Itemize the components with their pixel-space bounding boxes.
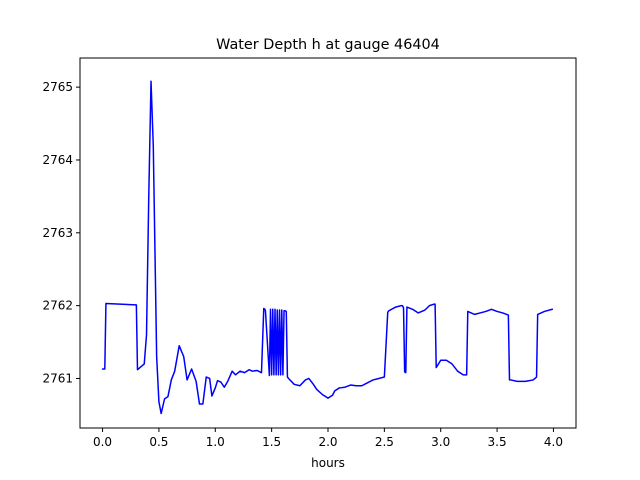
x-tick-label: 3.5 <box>488 435 507 449</box>
x-tick-label: 0.5 <box>149 435 168 449</box>
y-tick-label: 2763 <box>42 226 73 240</box>
y-tick-label: 2761 <box>42 371 73 385</box>
x-tick-label: 1.5 <box>262 435 281 449</box>
x-tick-label: 4.0 <box>544 435 563 449</box>
x-axis-label: hours <box>311 456 345 470</box>
x-tick-label: 0.0 <box>93 435 112 449</box>
x-tick-label: 2.5 <box>375 435 394 449</box>
x-tick-label: 3.0 <box>431 435 450 449</box>
y-tick-label: 2765 <box>42 80 73 94</box>
series-line <box>101 80 554 415</box>
chart-title: Water Depth h at gauge 46404 <box>216 37 440 53</box>
y-tick-label: 2762 <box>42 299 73 313</box>
plot-area <box>101 80 554 415</box>
y-tick-label: 2764 <box>42 153 73 167</box>
axes-frame <box>79 57 577 429</box>
x-tick-label: 1.0 <box>206 435 225 449</box>
axis-ticks: 0.0 0.5 1.0 1.5 2.0 2.5 3.0 3.5 4.0 2761 2762 2763 2… <box>42 80 563 449</box>
x-tick-label: 2.0 <box>318 435 337 449</box>
